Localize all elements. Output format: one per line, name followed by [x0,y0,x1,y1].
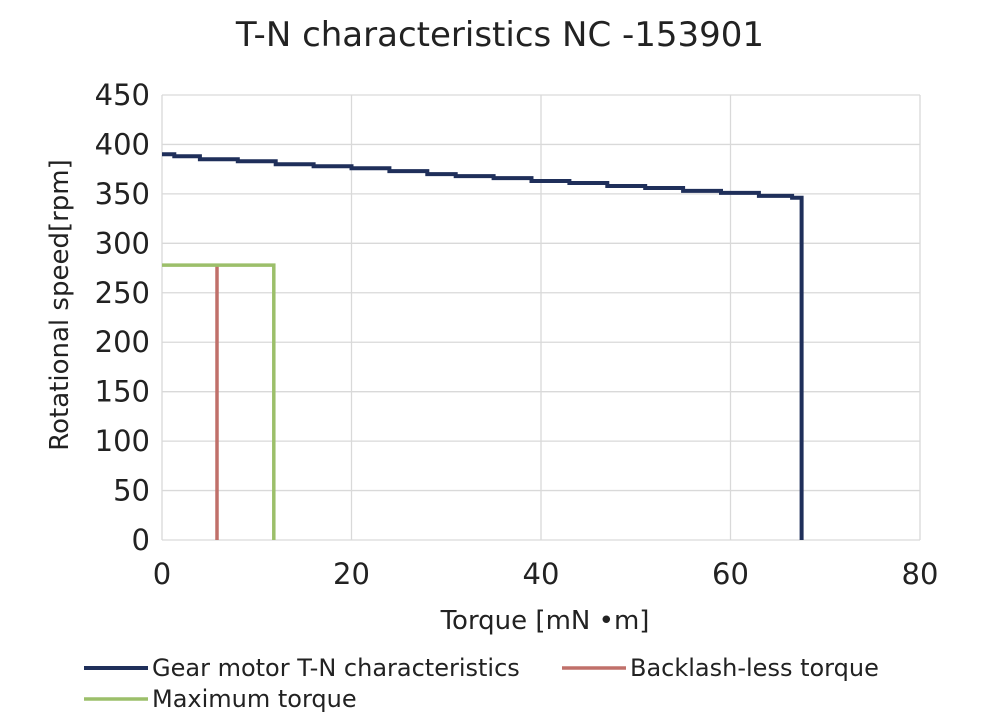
y-tick-label: 300 [95,226,150,260]
x-tick-label: 60 [712,557,749,591]
legend-label: Backlash-less torque [630,654,879,682]
legend-label: Maximum torque [152,685,357,713]
legend: Gear motor T-N characteristics Backlash-l… [84,654,879,713]
legend-label: Gear motor T-N characteristics [152,654,520,682]
x-tick-label: 80 [902,557,939,591]
x-tick-label: 40 [523,557,560,591]
series-line-2 [162,263,276,540]
y-tick-label: 0 [132,523,150,557]
tick-layer: 0 50 100 150 200 250 300 350 400 450 0 20 40 60 80 [95,78,939,591]
y-tick-label: 250 [95,276,150,310]
y-tick-label: 100 [95,424,150,458]
y-axis-label: Rotational speed[rpm] [45,159,75,451]
y-tick-label: 350 [95,177,150,211]
y-tick-label: 50 [113,474,150,508]
series-layer [162,152,804,540]
y-tick-label: 200 [95,325,150,359]
x-axis-label: Torque [mN •m] [440,606,650,636]
y-tick-label: 450 [95,78,150,112]
y-tick-label: 400 [95,127,150,161]
series-line-0 [162,152,804,540]
x-tick-label: 0 [153,557,171,591]
chart-title: T-N characteristics NC -153901 [235,15,764,55]
x-tick-label: 20 [333,557,370,591]
y-tick-label: 150 [95,375,150,409]
